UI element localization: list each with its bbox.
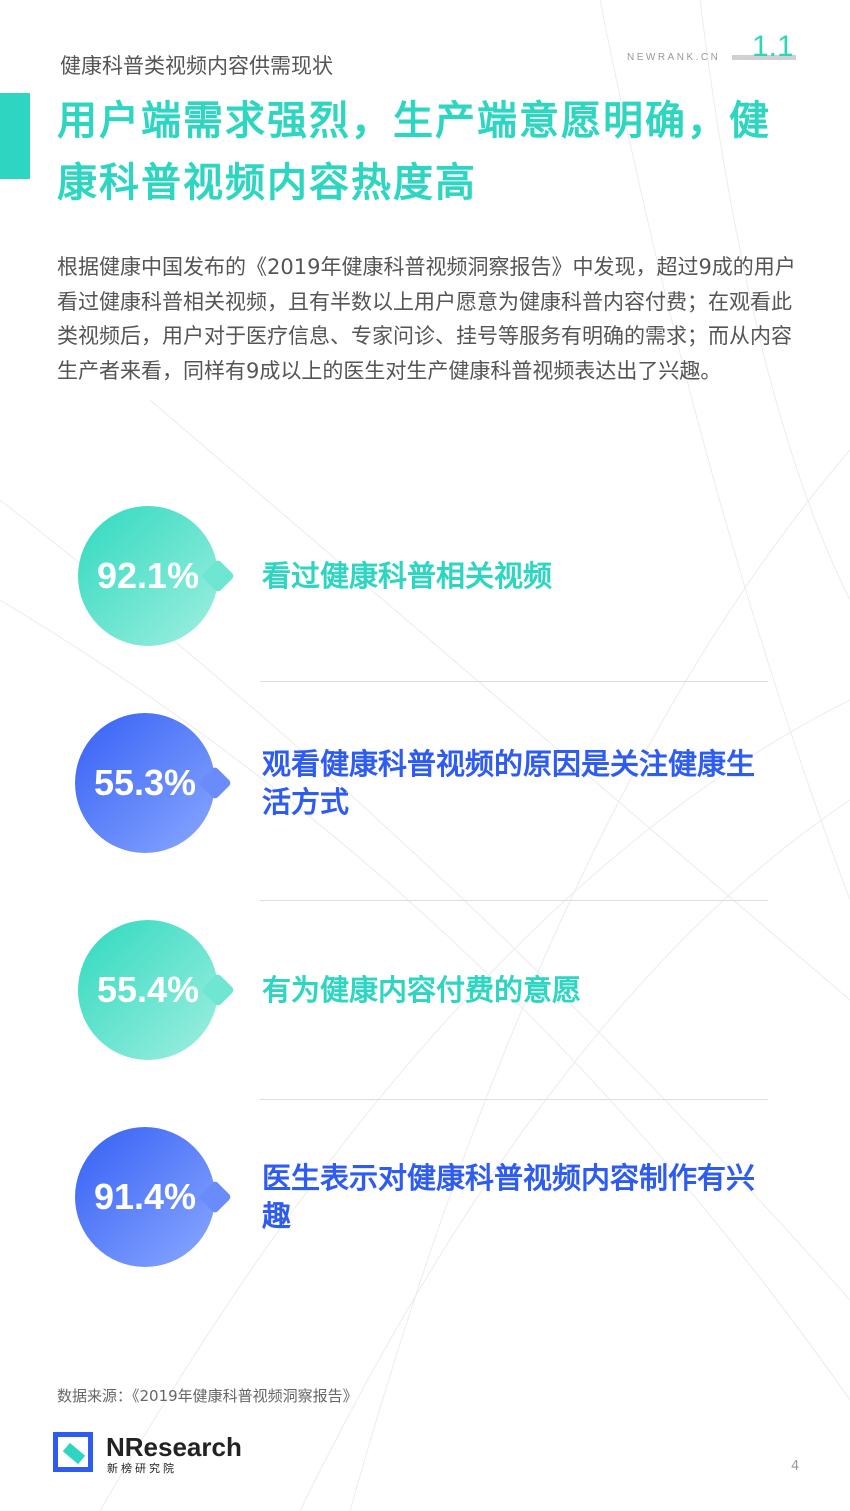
stat-item: 91.4% 医生表示对健康科普视频内容制作有兴趣 [75,1127,775,1267]
stat-value: 55.4% [96,969,200,1010]
stat-label: 看过健康科普相关视频 [262,559,553,593]
stat-value: 91.4% [93,1176,197,1217]
logo-subtitle: 新榜研究院 [107,1462,177,1475]
stat-item: 55.3% 观看健康科普视频的原因是关注健康生活方式 [75,713,775,853]
stat-value: 92.1% [96,555,200,596]
body-paragraph: 根据健康中国发布的《2019年健康科普视频洞察报告》中发现，超过9成的用户看过健… [57,255,796,383]
stat-bubble: 92.1% [78,506,218,646]
stat-item: 92.1% 看过健康科普相关视频 [78,506,778,646]
divider [260,1099,768,1100]
page-number: 4 [791,1459,800,1474]
stat-label: 有为健康内容付费的意愿 [262,973,582,1007]
stat-label: 医生表示对健康科普视频内容制作有兴趣 [262,1161,756,1233]
nresearch-logo-icon [53,1432,93,1472]
stat-bubble: 91.4% [75,1127,215,1267]
stat-item: 55.4% 有为健康内容付费的意愿 [78,920,778,1060]
stat-bubble: 55.4% [78,920,218,1060]
stat-value: 55.3% [93,762,197,803]
divider [260,681,768,682]
stat-bubble: 55.3% [75,713,215,853]
stat-label: 观看健康科普视频的原因是关注健康生活方式 [262,747,756,819]
title-accent-bar [0,93,30,179]
section-title: 健康科普类视频内容供需现状 [60,54,333,78]
brand-url: NEWRANK.CN [627,52,721,63]
data-source: 数据来源：《2019年健康科普视频洞察报告》 [57,1387,358,1405]
page-index: 1.1 [752,30,794,63]
page-index-bar [732,55,796,60]
page-title: 用户端需求强烈，生产端意愿明确，健康科普视频内容热度高 [57,98,771,206]
divider [260,900,768,901]
logo-name: NResearch [106,1432,242,1462]
